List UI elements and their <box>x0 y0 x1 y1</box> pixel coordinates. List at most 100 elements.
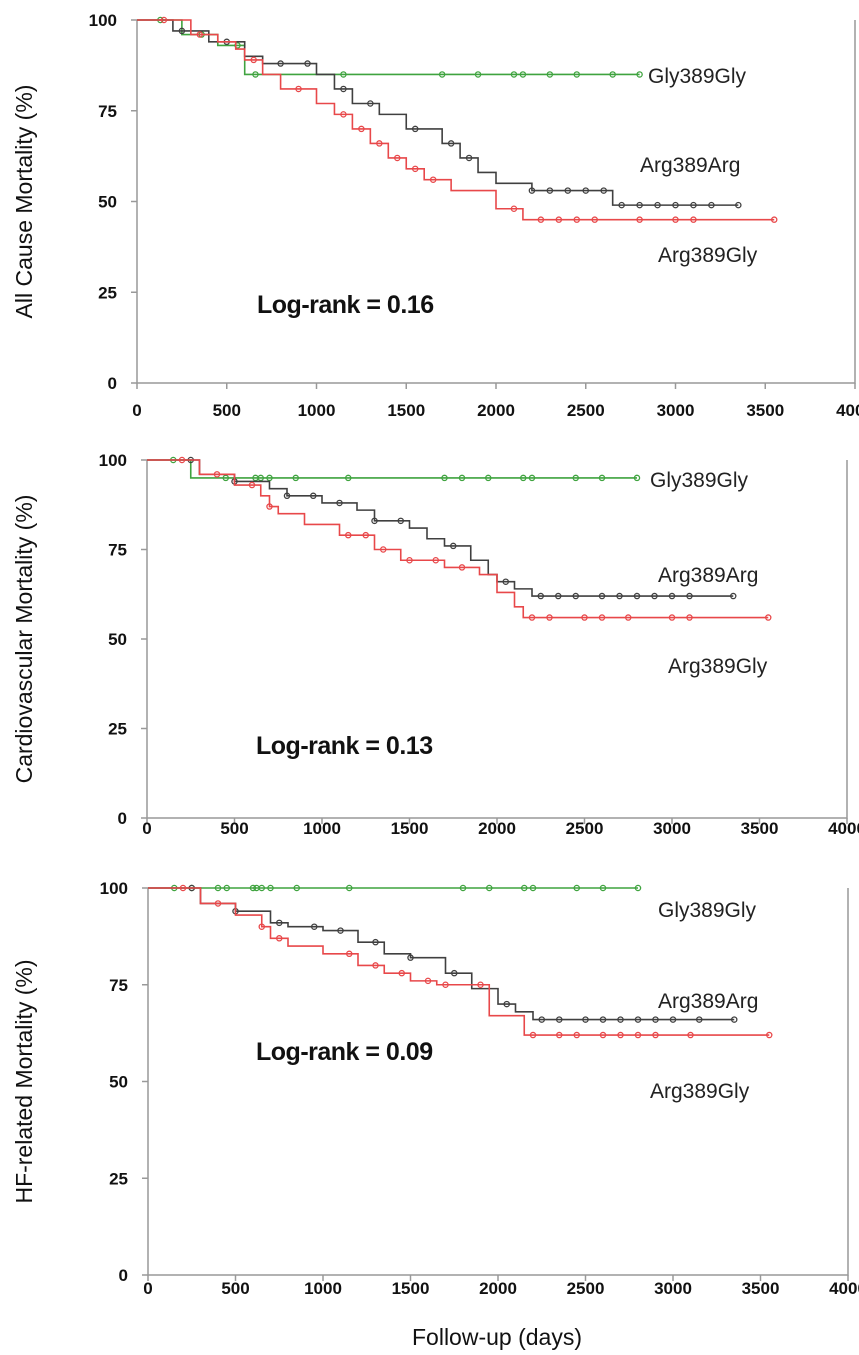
x-tick-label: 3500 <box>746 401 784 420</box>
censor-mark-gly <box>214 884 222 892</box>
censor-mark-arg <box>310 923 318 930</box>
censor-mark-arg <box>599 1016 607 1023</box>
censor-mark-arg <box>407 954 414 961</box>
censor-mark-het <box>178 456 186 464</box>
censor-mark-het <box>634 1031 642 1039</box>
censor-mark-het <box>636 216 643 223</box>
censor-mark-gly <box>573 71 581 78</box>
censor-mark-gly <box>222 474 229 482</box>
censor-mark-het <box>275 935 283 942</box>
x-axis-label: Follow-up (days) <box>412 1324 582 1350</box>
censor-mark-arg <box>465 154 473 162</box>
censor-mark-gly <box>510 71 518 78</box>
censor-mark-gly <box>485 884 493 892</box>
y-axis-label: All Cause Mortality (%) <box>11 85 37 319</box>
censor-mark-gly <box>223 884 230 892</box>
censor-mark-het <box>556 1031 563 1039</box>
censor-mark-het <box>529 1031 537 1039</box>
series-label-gly: Gly389Gly <box>650 469 749 492</box>
series-label-arg: Arg389Arg <box>640 154 740 177</box>
series-arg <box>137 19 742 209</box>
censor-mark-arg <box>572 592 580 600</box>
censor-mark-gly <box>529 884 537 892</box>
y-tick-label: 100 <box>99 451 127 470</box>
censor-mark-arg <box>654 201 661 209</box>
x-tick-label: 3000 <box>654 1279 692 1298</box>
x-tick-label: 1500 <box>387 401 425 420</box>
censor-mark-arg <box>411 125 419 133</box>
censor-mark-het <box>406 556 413 564</box>
censor-mark-arg <box>367 100 374 107</box>
censor-mark-het <box>766 1031 773 1039</box>
y-tick-label: 25 <box>98 283 117 302</box>
censor-mark-gly <box>598 474 606 482</box>
censor-mark-gly <box>572 474 580 482</box>
series-label-arg: Arg389Arg <box>658 990 758 1013</box>
x-tick-label: 500 <box>220 819 248 838</box>
censor-mark-gly <box>340 71 347 78</box>
censor-mark-arg <box>503 1000 510 1008</box>
censor-mark-gly <box>599 884 607 892</box>
censor-mark-arg <box>669 1016 677 1023</box>
censor-mark-het <box>432 556 439 564</box>
censor-mark-arg <box>731 1016 738 1023</box>
censor-mark-gly <box>573 884 581 892</box>
censor-mark-gly <box>252 71 259 78</box>
censor-mark-arg <box>309 492 317 500</box>
censor-mark-arg <box>371 517 378 525</box>
censor-mark-gly <box>634 884 642 892</box>
censor-mark-arg <box>651 592 658 600</box>
x-tick-label: 0 <box>132 401 141 420</box>
x-tick-label: 1000 <box>298 401 336 420</box>
censor-mark-arg <box>686 592 693 600</box>
censor-mark-arg <box>537 592 545 600</box>
censor-mark-het <box>295 85 302 93</box>
series-label-het: Arg389Gly <box>650 1080 750 1103</box>
censor-mark-gly <box>345 884 353 892</box>
censor-mark-het <box>598 614 606 621</box>
series-line-het <box>137 19 775 221</box>
censor-mark-het <box>765 614 772 621</box>
censor-mark-het <box>362 531 369 539</box>
censor-mark-het <box>510 205 518 213</box>
x-tick-label: 3500 <box>742 1279 780 1298</box>
censor-mark-het <box>573 1031 581 1039</box>
censor-mark-arg <box>556 1016 563 1023</box>
censor-mark-arg <box>178 27 186 35</box>
censor-mark-gly <box>258 884 265 892</box>
y-tick-label: 0 <box>119 1266 128 1285</box>
censor-mark-het <box>376 140 383 147</box>
x-tick-label: 2500 <box>567 401 605 420</box>
x-tick-label: 0 <box>142 819 151 838</box>
censor-mark-arg <box>708 201 715 209</box>
y-tick-label: 75 <box>98 102 117 121</box>
censor-mark-arg <box>582 187 590 194</box>
censor-mark-het <box>477 981 484 989</box>
censor-mark-arg <box>337 927 344 934</box>
censor-mark-arg <box>304 60 311 67</box>
censor-mark-arg <box>617 1016 624 1023</box>
x-tick-label: 0 <box>143 1279 152 1298</box>
x-tick-label: 4000 <box>829 1279 859 1298</box>
censor-mark-gly <box>292 474 299 482</box>
censor-mark-het <box>160 16 168 24</box>
censor-mark-gly <box>438 71 446 78</box>
series-label-gly: Gly389Gly <box>658 899 757 922</box>
censor-mark-gly <box>458 474 466 482</box>
x-tick-label: 2500 <box>567 1279 605 1298</box>
x-tick-label: 1500 <box>392 1279 430 1298</box>
censor-mark-gly <box>234 42 241 49</box>
censor-mark-het <box>429 176 437 183</box>
censor-mark-gly <box>484 474 492 482</box>
censor-mark-het <box>442 981 449 989</box>
series-arg <box>148 884 738 1023</box>
log-rank-stat: Log-rank = 0.13 <box>256 732 433 760</box>
y-tick-label: 0 <box>118 809 127 828</box>
censor-mark-het <box>546 614 553 621</box>
censor-mark-gly <box>528 474 536 482</box>
censor-mark-het <box>458 564 466 571</box>
censor-mark-arg <box>275 919 283 927</box>
y-tick-label: 50 <box>109 1073 128 1092</box>
y-axis-label: HF-related Mortality (%) <box>11 959 37 1203</box>
